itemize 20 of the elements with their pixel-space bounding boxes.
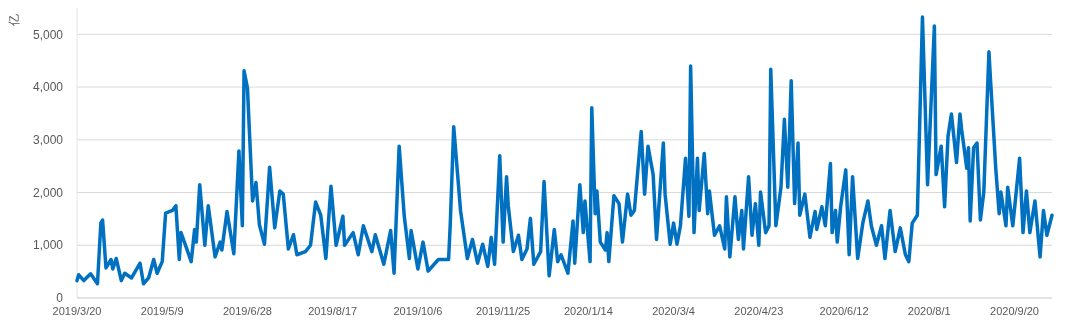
x-tick-label: 2020/9/20	[990, 305, 1039, 317]
y-tick-label: 5,000	[32, 27, 64, 42]
y-axis-title: 亿	[7, 14, 22, 27]
x-tick-label: 2019/10/6	[393, 305, 443, 317]
line-series	[75, 15, 1054, 286]
y-tick-label: 1,000	[32, 238, 64, 253]
x-tick-label: 2019/3/20	[52, 305, 102, 317]
x-tick-label: 2019/8/17	[308, 305, 358, 317]
x-tick-label: 2020/8/1	[907, 305, 951, 317]
y-tick-label: 0	[56, 291, 64, 306]
x-tick-label: 2020/3/4	[652, 305, 695, 317]
y-tick-label: 4,000	[32, 80, 64, 95]
x-tick-label: 2020/6/12	[819, 305, 869, 317]
x-tick-label: 2020/4/23	[734, 305, 784, 317]
x-tick-label: 2019/5/9	[140, 305, 184, 317]
y-tick-label: 2,000	[32, 185, 64, 200]
x-tick-label: 2020/1/14	[563, 305, 613, 317]
y-tick-label: 3,000	[32, 133, 64, 148]
x-tick-label: 2019/11/25	[476, 305, 531, 317]
x-tick-label: 2019/6/28	[222, 305, 272, 317]
